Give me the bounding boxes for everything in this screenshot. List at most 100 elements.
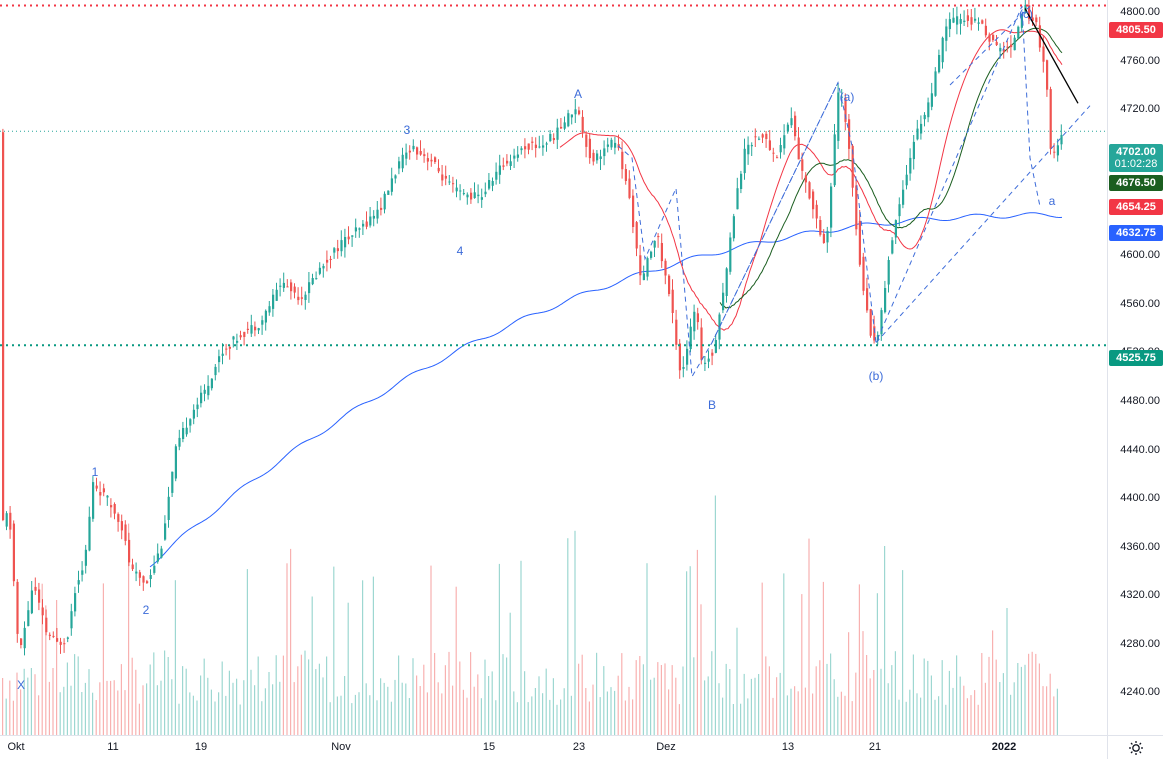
volume-bar	[102, 583, 104, 735]
wave-channel-line	[711, 82, 839, 343]
candle-body	[599, 156, 602, 159]
volume-bar	[837, 696, 839, 735]
volume-bar	[416, 675, 418, 735]
volume-bar	[239, 704, 241, 735]
candle-body	[369, 216, 372, 226]
volume-bar	[30, 668, 32, 735]
volume-bar	[178, 703, 180, 735]
badge-value: 4702.00	[1116, 146, 1156, 158]
volume-bar	[120, 664, 122, 735]
candle-body	[833, 134, 836, 186]
wave-label: a	[1048, 194, 1056, 208]
volume-bar	[23, 668, 25, 735]
price-scale[interactable]: 4240.00 4280.00 4320.00 4360.00 4400.00 4440.…	[1107, 0, 1163, 735]
volume-bar	[261, 701, 263, 735]
volume-bar	[664, 663, 666, 735]
candle-body	[520, 148, 523, 151]
price-chart[interactable]	[0, 0, 1107, 735]
volume-bar	[304, 650, 306, 735]
candle-body	[149, 575, 152, 579]
candle-body	[588, 138, 591, 159]
candle-body	[678, 343, 681, 371]
candle-body	[646, 258, 649, 277]
candle-body	[750, 145, 753, 147]
candle-body	[243, 331, 246, 337]
candle-body	[376, 209, 379, 219]
candle-body	[938, 55, 941, 73]
volume-bar	[81, 692, 83, 735]
volume-bar	[401, 682, 403, 735]
volume-bar	[214, 701, 216, 735]
candle-body	[711, 352, 714, 356]
volume-bar	[340, 695, 342, 735]
volume-bar	[876, 593, 878, 735]
candle-body	[200, 392, 203, 404]
volume-bar	[434, 653, 436, 735]
volume-bar	[534, 688, 536, 735]
volume-bar	[110, 680, 112, 735]
candle-body	[210, 378, 213, 389]
volume-bar	[491, 671, 493, 735]
candle-body	[1028, 5, 1031, 20]
time-scale[interactable]: Okt 11 19 Nov 15 23 Dez 13 21 2022	[0, 735, 1107, 759]
candle-body	[293, 286, 296, 293]
candle-body	[873, 326, 876, 341]
candle-body	[747, 144, 750, 155]
candle-body	[664, 260, 667, 276]
volume-bar	[790, 688, 792, 735]
volume-bar	[1046, 686, 1048, 735]
volume-bar	[520, 560, 522, 735]
candle-body	[434, 157, 437, 162]
wave-label: B	[707, 398, 717, 412]
candle-body	[732, 216, 735, 239]
volume-bar	[412, 658, 414, 735]
volume-bar	[750, 678, 752, 735]
candle-body	[315, 278, 318, 280]
support-level-badge: 4525.75	[1109, 350, 1163, 366]
candle-body	[999, 47, 1002, 52]
candle-body	[236, 340, 239, 343]
candle-body	[41, 607, 44, 616]
candle-body	[560, 126, 563, 129]
candle-body	[336, 248, 339, 252]
candle-body	[12, 523, 15, 582]
volume-bar	[272, 684, 274, 735]
volume-bar	[822, 581, 824, 735]
candle-body	[387, 190, 390, 195]
candle-body	[275, 289, 278, 301]
volume-bar	[423, 664, 425, 735]
volume-bar	[113, 680, 115, 735]
candle-body	[610, 139, 613, 148]
volume-bar	[189, 692, 191, 735]
candle-body	[430, 159, 433, 162]
candle-body	[729, 237, 732, 272]
volume-bar	[99, 682, 101, 735]
chart-area[interactable]: X 1 2 3 4 A B (a) (b) (c) a	[0, 0, 1107, 735]
volume-bar	[682, 666, 684, 735]
volume-bar	[20, 689, 22, 735]
candle-body	[988, 34, 991, 42]
price-tick-label: 4560.00	[1120, 297, 1160, 310]
volume-bar	[754, 677, 756, 735]
candle-body	[945, 26, 948, 41]
candle-body	[81, 570, 84, 575]
volume-bar	[171, 679, 173, 735]
volume-bar	[390, 701, 392, 735]
candle-body	[228, 346, 231, 349]
wave-label: (c)	[1019, 7, 1033, 21]
candle-body	[898, 204, 901, 217]
chart-settings-button[interactable]	[1107, 735, 1163, 759]
volume-bar	[502, 654, 504, 735]
candle-body	[923, 114, 926, 120]
candle-body	[794, 115, 797, 137]
volume-bar	[549, 699, 551, 735]
volume-bar	[41, 583, 43, 735]
candle-body	[545, 143, 548, 145]
candle-body	[743, 148, 746, 174]
candle-body	[477, 194, 480, 197]
candle-body	[754, 136, 757, 138]
candle-body	[329, 258, 332, 260]
price-tick-label: 4280.00	[1120, 637, 1160, 650]
candle-body	[120, 521, 123, 531]
volume-bar	[149, 664, 151, 735]
